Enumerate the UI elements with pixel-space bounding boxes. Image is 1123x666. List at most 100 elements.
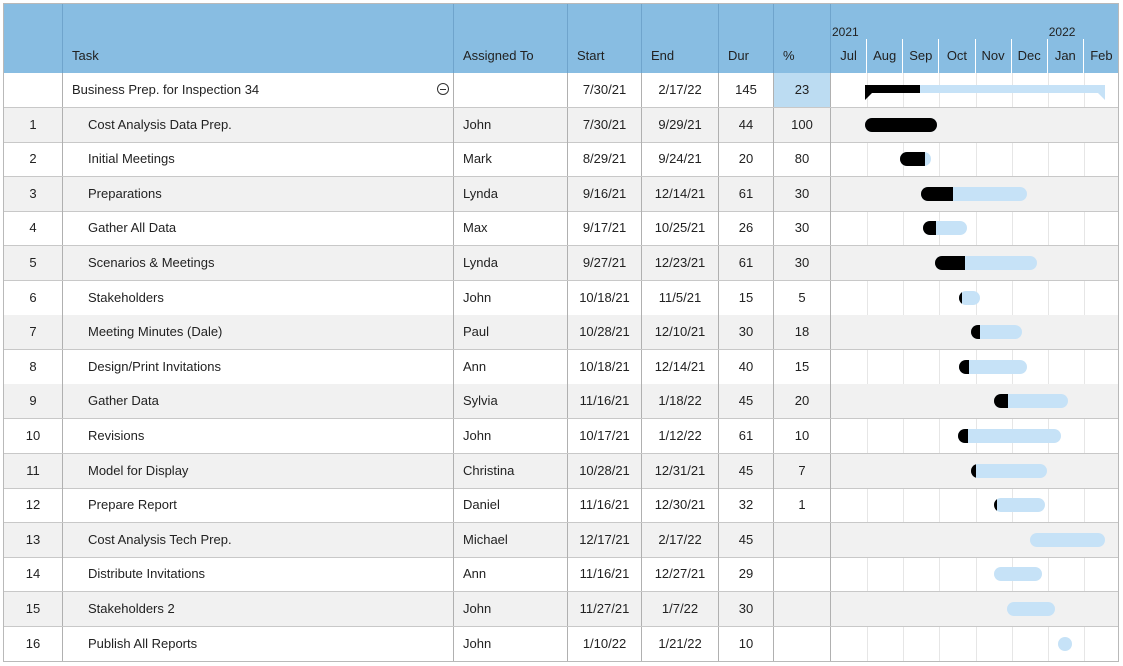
row-id-cell[interactable]: 4 (4, 211, 63, 246)
percent-complete-cell[interactable]: 5 (774, 280, 831, 315)
percent-complete-cell[interactable]: 10 (774, 419, 831, 453)
end-date-cell[interactable]: 11/5/21 (642, 280, 719, 315)
end-date-cell[interactable]: 1/12/22 (642, 419, 719, 453)
collapse-minus-icon[interactable] (437, 83, 449, 95)
percent-complete-cell[interactable]: 18 (774, 315, 831, 350)
duration-cell[interactable]: 26 (719, 211, 774, 246)
assigned-cell[interactable]: Michael (454, 522, 568, 557)
table-row[interactable]: 1 Cost Analysis Data Prep. John 7/30/21 9/29… (4, 107, 1118, 143)
end-date-cell[interactable]: 9/29/21 (642, 107, 719, 142)
duration-cell[interactable]: 20 (719, 142, 774, 177)
header-end[interactable]: End (642, 4, 719, 73)
summary-task-cell[interactable]: Business Prep. for Inspection 34 (63, 73, 454, 107)
start-date-cell[interactable]: 12/17/21 (568, 522, 642, 557)
assigned-cell[interactable]: John (454, 280, 568, 315)
table-row[interactable]: 3 Preparations Lynda 9/16/21 12/14/21 61 30 (4, 176, 1118, 212)
task-name-cell[interactable]: Preparations (63, 176, 454, 211)
row-id-cell[interactable]: 1 (4, 107, 63, 142)
end-date-cell[interactable]: 9/24/21 (642, 142, 719, 177)
percent-complete-cell[interactable] (774, 557, 831, 592)
percent-complete-cell[interactable]: 30 (774, 211, 831, 246)
task-bar[interactable] (1006, 602, 1055, 616)
percent-complete-cell[interactable]: 100 (774, 107, 831, 142)
end-date-cell[interactable]: 12/31/21 (642, 453, 719, 488)
start-date-cell[interactable]: 11/27/21 (568, 592, 642, 626)
task-bar[interactable] (993, 394, 1068, 409)
row-id-cell[interactable]: 14 (4, 557, 63, 592)
duration-cell[interactable]: 61 (719, 246, 774, 280)
table-row[interactable]: 7 Meeting Minutes (Dale) Paul 10/28/21 12/10… (4, 315, 1118, 351)
summary-pct-cell[interactable]: 23 (774, 73, 831, 107)
task-name-cell[interactable]: Cost Analysis Data Prep. (63, 107, 454, 142)
start-date-cell[interactable]: 7/30/21 (568, 107, 642, 142)
percent-complete-cell[interactable]: 80 (774, 142, 831, 177)
duration-cell[interactable]: 61 (719, 176, 774, 211)
assigned-cell[interactable]: Lynda (454, 246, 568, 280)
row-id-cell[interactable]: 15 (4, 592, 63, 626)
header-pct[interactable]: % (774, 4, 831, 73)
start-date-cell[interactable]: 10/28/21 (568, 315, 642, 350)
duration-cell[interactable]: 30 (719, 592, 774, 626)
assigned-cell[interactable]: John (454, 592, 568, 626)
assigned-cell[interactable]: Ann (454, 557, 568, 592)
table-row[interactable]: 13 Cost Analysis Tech Prep. Michael 12/17/2… (4, 522, 1118, 558)
table-row[interactable]: 2 Initial Meetings Mark 8/29/21 9/24/21 20 80 (4, 142, 1118, 178)
start-date-cell[interactable]: 9/17/21 (568, 211, 642, 246)
task-bar[interactable] (970, 325, 1023, 340)
duration-cell[interactable]: 15 (719, 280, 774, 315)
end-date-cell[interactable]: 12/27/21 (642, 557, 719, 592)
task-name-cell[interactable]: Gather All Data (63, 211, 454, 246)
assigned-cell[interactable]: John (454, 626, 568, 661)
header-assigned[interactable]: Assigned To (454, 4, 568, 73)
task-name-cell[interactable]: Model for Display (63, 453, 454, 488)
start-date-cell[interactable]: 10/18/21 (568, 349, 642, 384)
task-name-cell[interactable]: Stakeholders 2 (63, 592, 454, 626)
table-row[interactable]: 11 Model for Display Christina 10/28/21 12/3… (4, 453, 1118, 489)
start-date-cell[interactable]: 9/27/21 (568, 246, 642, 280)
duration-cell[interactable]: 44 (719, 107, 774, 142)
summary-bar[interactable] (864, 85, 1105, 93)
task-name-cell[interactable]: Prepare Report (63, 488, 454, 523)
header-id[interactable] (4, 4, 63, 73)
percent-complete-cell[interactable] (774, 592, 831, 626)
percent-complete-cell[interactable] (774, 626, 831, 661)
table-row[interactable]: 9 Gather Data Sylvia 11/16/21 1/18/22 45 20 (4, 384, 1118, 420)
percent-complete-cell[interactable]: 30 (774, 176, 831, 211)
task-name-cell[interactable]: Design/Print Invitations (63, 349, 454, 384)
percent-complete-cell[interactable]: 15 (774, 349, 831, 384)
table-row[interactable]: 12 Prepare Report Daniel 11/16/21 12/30/21 32… (4, 488, 1118, 524)
end-date-cell[interactable]: 12/10/21 (642, 315, 719, 350)
row-id-cell[interactable] (4, 73, 63, 107)
duration-cell[interactable]: 30 (719, 315, 774, 350)
task-bar[interactable] (959, 359, 1027, 374)
duration-cell[interactable]: 45 (719, 453, 774, 488)
percent-complete-cell[interactable]: 7 (774, 453, 831, 488)
duration-cell[interactable]: 61 (719, 419, 774, 453)
task-bar[interactable] (864, 117, 937, 132)
table-row[interactable]: 15 Stakeholders 2 John 11/27/21 1/7/22 30 (4, 592, 1118, 627)
percent-complete-cell[interactable]: 30 (774, 246, 831, 280)
end-date-cell[interactable]: 1/21/22 (642, 626, 719, 661)
summary-assigned-cell[interactable] (454, 73, 568, 107)
task-bar[interactable] (958, 429, 1061, 443)
task-bar[interactable] (993, 498, 1046, 513)
row-id-cell[interactable]: 9 (4, 384, 63, 419)
table-row[interactable]: 4 Gather All Data Max 9/17/21 10/25/21 26 30 (4, 211, 1118, 247)
summary-start-cell[interactable]: 7/30/21 (568, 73, 642, 107)
end-date-cell[interactable]: 12/23/21 (642, 246, 719, 280)
table-row[interactable]: 16 Publish All Reports John 1/10/22 1/21/22 1… (4, 626, 1118, 661)
task-name-cell[interactable]: Gather Data (63, 384, 454, 419)
summary-dur-cell[interactable]: 145 (719, 73, 774, 107)
start-date-cell[interactable]: 1/10/22 (568, 626, 642, 661)
row-id-cell[interactable]: 7 (4, 315, 63, 350)
row-id-cell[interactable]: 10 (4, 419, 63, 453)
row-id-cell[interactable]: 12 (4, 488, 63, 523)
start-date-cell[interactable]: 11/16/21 (568, 557, 642, 592)
row-id-cell[interactable]: 16 (4, 626, 63, 661)
start-date-cell[interactable]: 10/18/21 (568, 280, 642, 315)
task-bar[interactable] (1030, 532, 1105, 547)
header-start[interactable]: Start (568, 4, 642, 73)
task-name-cell[interactable]: Distribute Invitations (63, 557, 454, 592)
duration-cell[interactable]: 45 (719, 522, 774, 557)
duration-cell[interactable]: 10 (719, 626, 774, 661)
